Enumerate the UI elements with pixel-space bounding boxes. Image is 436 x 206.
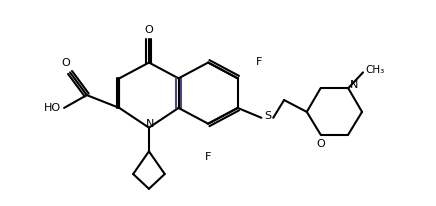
Text: N: N (350, 80, 358, 90)
Text: S: S (264, 111, 271, 121)
Text: F: F (256, 57, 262, 67)
Text: F: F (205, 152, 211, 162)
Text: CH₃: CH₃ (365, 66, 385, 75)
Text: O: O (62, 57, 71, 68)
Text: O: O (145, 25, 153, 35)
Text: N: N (146, 119, 154, 129)
Text: O: O (316, 139, 325, 149)
Text: HO: HO (44, 103, 61, 113)
